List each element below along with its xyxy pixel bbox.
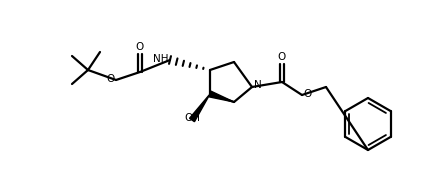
Text: OH: OH (184, 113, 200, 123)
Polygon shape (190, 94, 210, 122)
Text: NH: NH (154, 54, 169, 64)
Polygon shape (209, 91, 234, 102)
Text: O: O (107, 74, 115, 84)
Text: O: O (136, 42, 144, 52)
Text: O: O (303, 89, 311, 99)
Text: O: O (278, 52, 286, 62)
Text: N: N (254, 80, 262, 90)
